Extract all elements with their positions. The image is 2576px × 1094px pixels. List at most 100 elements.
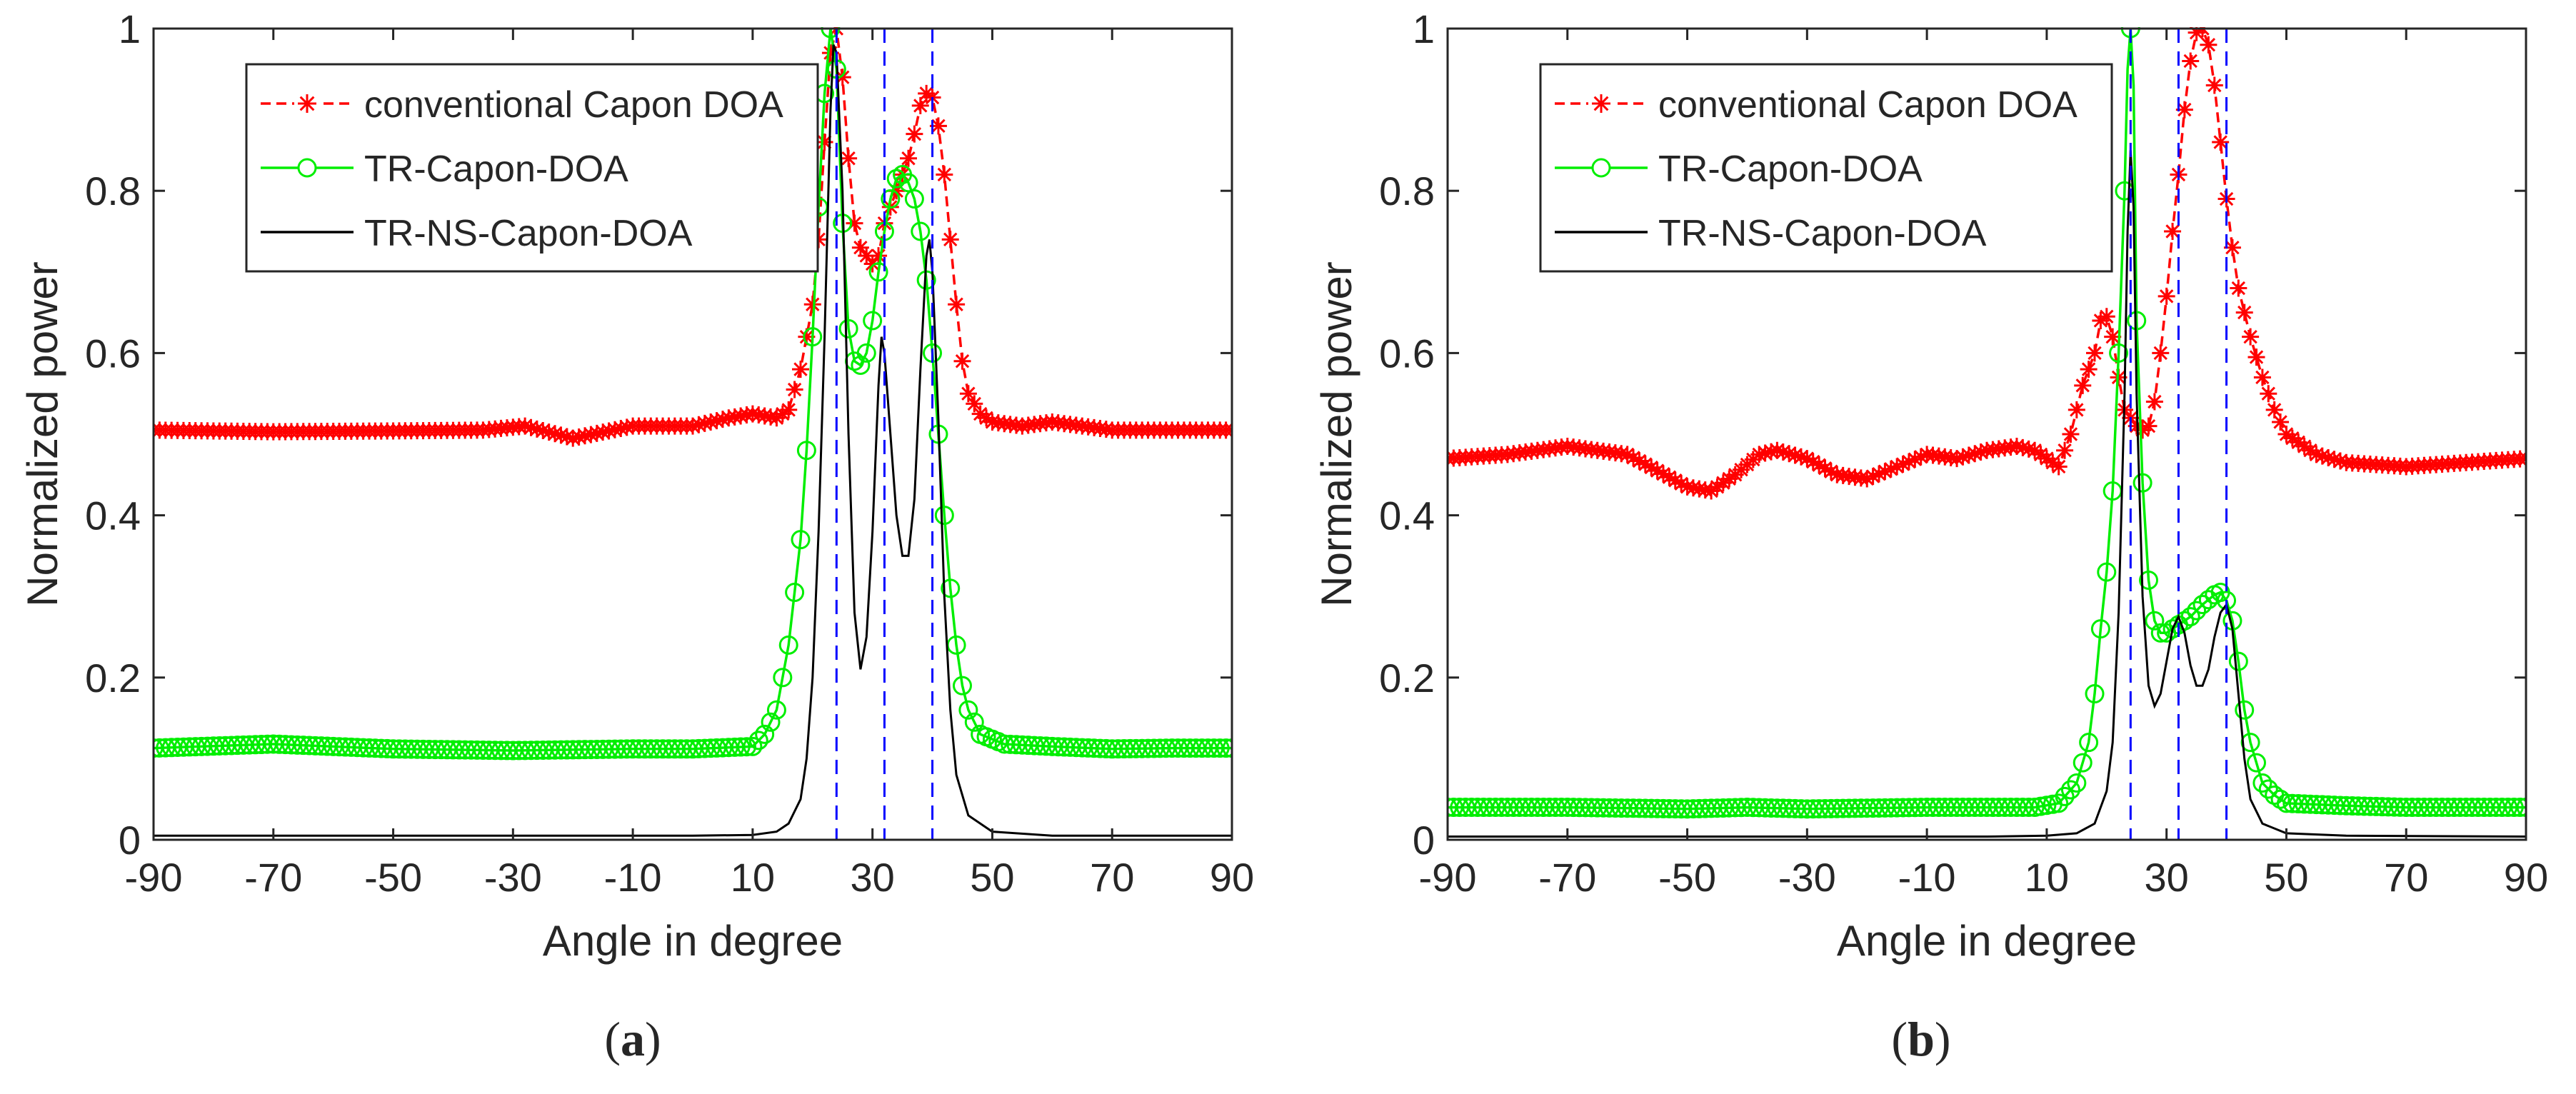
y-tick-label: 0.8 bbox=[85, 169, 141, 214]
data-point bbox=[570, 428, 588, 446]
y-tick-label: 0 bbox=[119, 818, 141, 863]
data-point bbox=[2283, 429, 2301, 447]
data-point bbox=[2067, 773, 2087, 793]
data-point bbox=[856, 343, 876, 363]
data-point bbox=[851, 355, 871, 375]
x-tick-label: -10 bbox=[1898, 855, 1956, 900]
data-point bbox=[1972, 443, 1990, 461]
series-line-2 bbox=[154, 44, 1232, 837]
data-point bbox=[1786, 446, 1804, 464]
data-point bbox=[1750, 446, 1768, 463]
data-point bbox=[534, 422, 552, 440]
data-point bbox=[2192, 595, 2212, 615]
data-point bbox=[821, 44, 839, 62]
x-tick-label: 10 bbox=[731, 855, 775, 900]
y-tick-label: 0.4 bbox=[85, 493, 141, 538]
data-point bbox=[2247, 753, 2266, 773]
data-point bbox=[1630, 452, 1648, 470]
data-point bbox=[1894, 456, 1912, 473]
data-point bbox=[2133, 473, 2152, 493]
data-point bbox=[768, 409, 786, 427]
data-point bbox=[900, 149, 917, 167]
y-axis-label: Normalized power bbox=[1313, 261, 1360, 607]
data-point bbox=[1774, 443, 1792, 461]
x-tick-label: 70 bbox=[1090, 855, 1134, 900]
data-point bbox=[978, 409, 996, 427]
data-point bbox=[2258, 779, 2278, 799]
x-tick-label: -70 bbox=[1538, 855, 1596, 900]
series-line-2 bbox=[1448, 150, 2526, 838]
x-tick-label: -70 bbox=[244, 855, 302, 900]
data-point bbox=[2253, 368, 2271, 386]
data-point bbox=[2242, 328, 2260, 346]
data-point bbox=[766, 700, 786, 720]
data-point bbox=[792, 361, 809, 378]
data-point bbox=[2020, 440, 2038, 458]
data-point bbox=[2290, 433, 2307, 451]
data-point bbox=[803, 327, 823, 347]
y-tick-label: 0.8 bbox=[1379, 169, 1435, 214]
data-point bbox=[1966, 445, 1984, 463]
data-point bbox=[2164, 223, 2182, 240]
data-point bbox=[2139, 570, 2158, 590]
x-tick-label: 70 bbox=[2384, 855, 2428, 900]
x-tick-label: 50 bbox=[970, 855, 1014, 900]
data-point bbox=[2235, 700, 2255, 720]
data-point bbox=[2044, 453, 2062, 471]
data-point bbox=[2056, 441, 2074, 459]
data-point bbox=[1792, 448, 1810, 466]
data-point bbox=[2320, 448, 2337, 466]
data-point bbox=[2073, 753, 2093, 773]
legend-entry-label: conventional Capon DOA bbox=[364, 84, 783, 126]
data-point bbox=[816, 134, 833, 151]
data-point bbox=[761, 712, 781, 732]
data-point bbox=[898, 173, 918, 193]
data-point bbox=[934, 506, 954, 526]
data-point bbox=[958, 700, 978, 720]
data-point bbox=[2140, 417, 2157, 435]
data-point bbox=[1822, 463, 1840, 481]
data-point bbox=[1954, 448, 1972, 466]
data-point bbox=[1864, 468, 1882, 486]
data-point bbox=[2510, 798, 2526, 818]
chart-panel-a: -90 -70 -50 -30 -10 10 30 50 70 90 0 0.2 0.4 0.6 0.8 1 A… bbox=[19, 6, 1254, 1066]
data-point bbox=[1643, 458, 1660, 476]
data-point bbox=[791, 530, 811, 550]
data-point bbox=[780, 401, 798, 418]
data-point bbox=[2008, 438, 2025, 456]
data-layer bbox=[154, 27, 1232, 837]
data-point bbox=[558, 428, 576, 446]
data-point bbox=[1703, 482, 1720, 500]
legend-entry-label: conventional Capon DOA bbox=[1658, 84, 2078, 126]
y-tick-label: 0 bbox=[1413, 818, 1435, 863]
data-point bbox=[1648, 462, 1666, 480]
data-point bbox=[971, 405, 989, 423]
data-point bbox=[2277, 426, 2295, 443]
data-point bbox=[798, 328, 816, 346]
data-point bbox=[1912, 448, 1930, 466]
x-tick-label: -10 bbox=[604, 855, 662, 900]
x-tick-label: 50 bbox=[2264, 855, 2308, 900]
data-point bbox=[2145, 611, 2165, 631]
x-tick-label: 90 bbox=[2504, 855, 2548, 900]
data-point bbox=[2037, 796, 2057, 816]
data-point bbox=[594, 423, 612, 441]
data-point bbox=[2074, 376, 2092, 394]
data-point bbox=[2247, 348, 2265, 366]
x-tick-label: 30 bbox=[2145, 855, 2189, 900]
data-point bbox=[1720, 470, 1738, 488]
data-point bbox=[1858, 470, 1876, 488]
data-point bbox=[881, 189, 901, 209]
data-point bbox=[1708, 478, 1726, 496]
data-point bbox=[552, 426, 570, 444]
legend-marker bbox=[297, 158, 317, 178]
data-point bbox=[2252, 773, 2272, 793]
data-point bbox=[1714, 474, 1732, 492]
data-point bbox=[1798, 450, 1816, 468]
x-tick-label: -50 bbox=[364, 855, 422, 900]
data-point bbox=[2097, 562, 2117, 582]
data-point bbox=[929, 117, 947, 135]
data-point bbox=[1618, 446, 1636, 463]
data-point bbox=[863, 255, 881, 273]
data-point bbox=[1666, 471, 1684, 489]
